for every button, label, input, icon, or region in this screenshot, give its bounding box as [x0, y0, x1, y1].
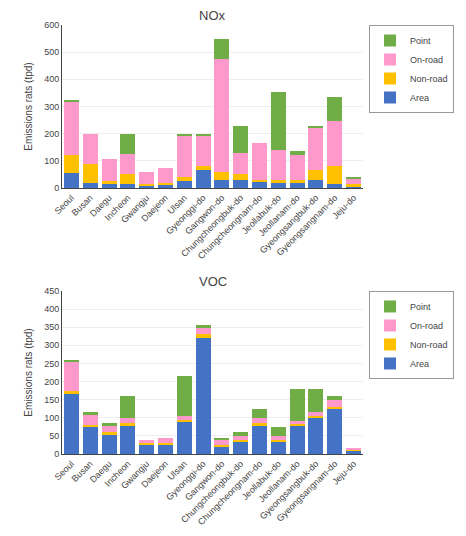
svg-text:Gyeongsangbuk-do: Gyeongsangbuk-do [258, 193, 321, 256]
svg-text:Non-road: Non-road [410, 74, 448, 84]
svg-text:Jeollabuk-do: Jeollabuk-do [240, 193, 283, 236]
svg-text:Emissions rats (tpd): Emissions rats (tpd) [23, 328, 34, 416]
svg-text:Emissions rats (tpd): Emissions rats (tpd) [23, 62, 34, 150]
svg-text:Gyeongsangnam-do: Gyeongsangnam-do [275, 193, 340, 258]
svg-text:Chungcheongbuk-do: Chungcheongbuk-do [179, 193, 245, 259]
svg-text:On-road: On-road [410, 321, 443, 331]
svg-text:150: 150 [44, 395, 59, 405]
svg-text:200: 200 [44, 129, 59, 139]
svg-text:250: 250 [44, 359, 59, 369]
svg-text:Point: Point [410, 302, 431, 312]
svg-text:Incheon: Incheon [103, 459, 133, 489]
svg-text:Gwangju: Gwangju [119, 193, 151, 225]
svg-text:Area: Area [410, 93, 429, 103]
svg-text:500: 500 [44, 47, 59, 57]
svg-text:Gwangju: Gwangju [119, 459, 151, 491]
svg-text:Seoul: Seoul [53, 459, 76, 482]
svg-text:Gyeongsangbuk-do: Gyeongsangbuk-do [258, 459, 321, 522]
svg-text:Chungcheongnam-do: Chungcheongnam-do [196, 193, 264, 261]
svg-text:0: 0 [54, 183, 59, 193]
svg-text:Jeollabuk-do: Jeollabuk-do [240, 459, 283, 502]
svg-text:Daejeon: Daejeon [139, 193, 170, 224]
svg-text:Gangwon-do: Gangwon-do [183, 193, 227, 237]
svg-text:Seoul: Seoul [53, 193, 76, 216]
svg-text:50: 50 [49, 431, 59, 441]
svg-text:600: 600 [44, 20, 59, 30]
svg-text:100: 100 [44, 156, 59, 166]
svg-text:Area: Area [410, 359, 429, 369]
svg-text:Daegu: Daegu [88, 193, 114, 219]
svg-text:100: 100 [44, 413, 59, 423]
svg-text:Non-road: Non-road [410, 340, 448, 350]
svg-text:Busan: Busan [70, 193, 95, 218]
svg-text:Chungcheongbuk-do: Chungcheongbuk-do [179, 459, 245, 525]
svg-text:Daejeon: Daejeon [139, 459, 170, 490]
svg-text:Point: Point [410, 36, 431, 46]
svg-text:Chungcheongnam-do: Chungcheongnam-do [196, 459, 264, 527]
svg-text:300: 300 [44, 102, 59, 112]
svg-text:Daegu: Daegu [88, 459, 114, 485]
svg-text:Incheon: Incheon [103, 193, 133, 223]
svg-text:400: 400 [44, 304, 59, 314]
svg-text:350: 350 [44, 322, 59, 332]
svg-text:Busan: Busan [70, 459, 95, 484]
svg-text:Ulsan: Ulsan [166, 459, 189, 482]
svg-text:Gyeongsangnam-do: Gyeongsangnam-do [275, 459, 340, 524]
svg-text:Jeollanam-do: Jeollanam-do [256, 459, 301, 504]
svg-text:On-road: On-road [410, 55, 443, 65]
svg-text:Jeollanam-do: Jeollanam-do [256, 193, 301, 238]
svg-text:Gyeonggi-do: Gyeonggi-do [164, 459, 208, 503]
svg-text:Jeju-do: Jeju-do [330, 459, 358, 487]
svg-text:400: 400 [44, 74, 59, 84]
svg-text:VOC: VOC [199, 274, 227, 289]
svg-text:300: 300 [44, 340, 59, 350]
svg-text:Gyeonggi-do: Gyeonggi-do [164, 193, 208, 237]
svg-text:Ulsan: Ulsan [166, 193, 189, 216]
svg-text:0: 0 [54, 449, 59, 459]
svg-text:200: 200 [44, 377, 59, 387]
svg-text:Jeju-do: Jeju-do [330, 193, 358, 221]
svg-text:450: 450 [44, 286, 59, 296]
svg-text:Gangwon-do: Gangwon-do [183, 459, 227, 503]
svg-text:NOx: NOx [199, 8, 226, 23]
